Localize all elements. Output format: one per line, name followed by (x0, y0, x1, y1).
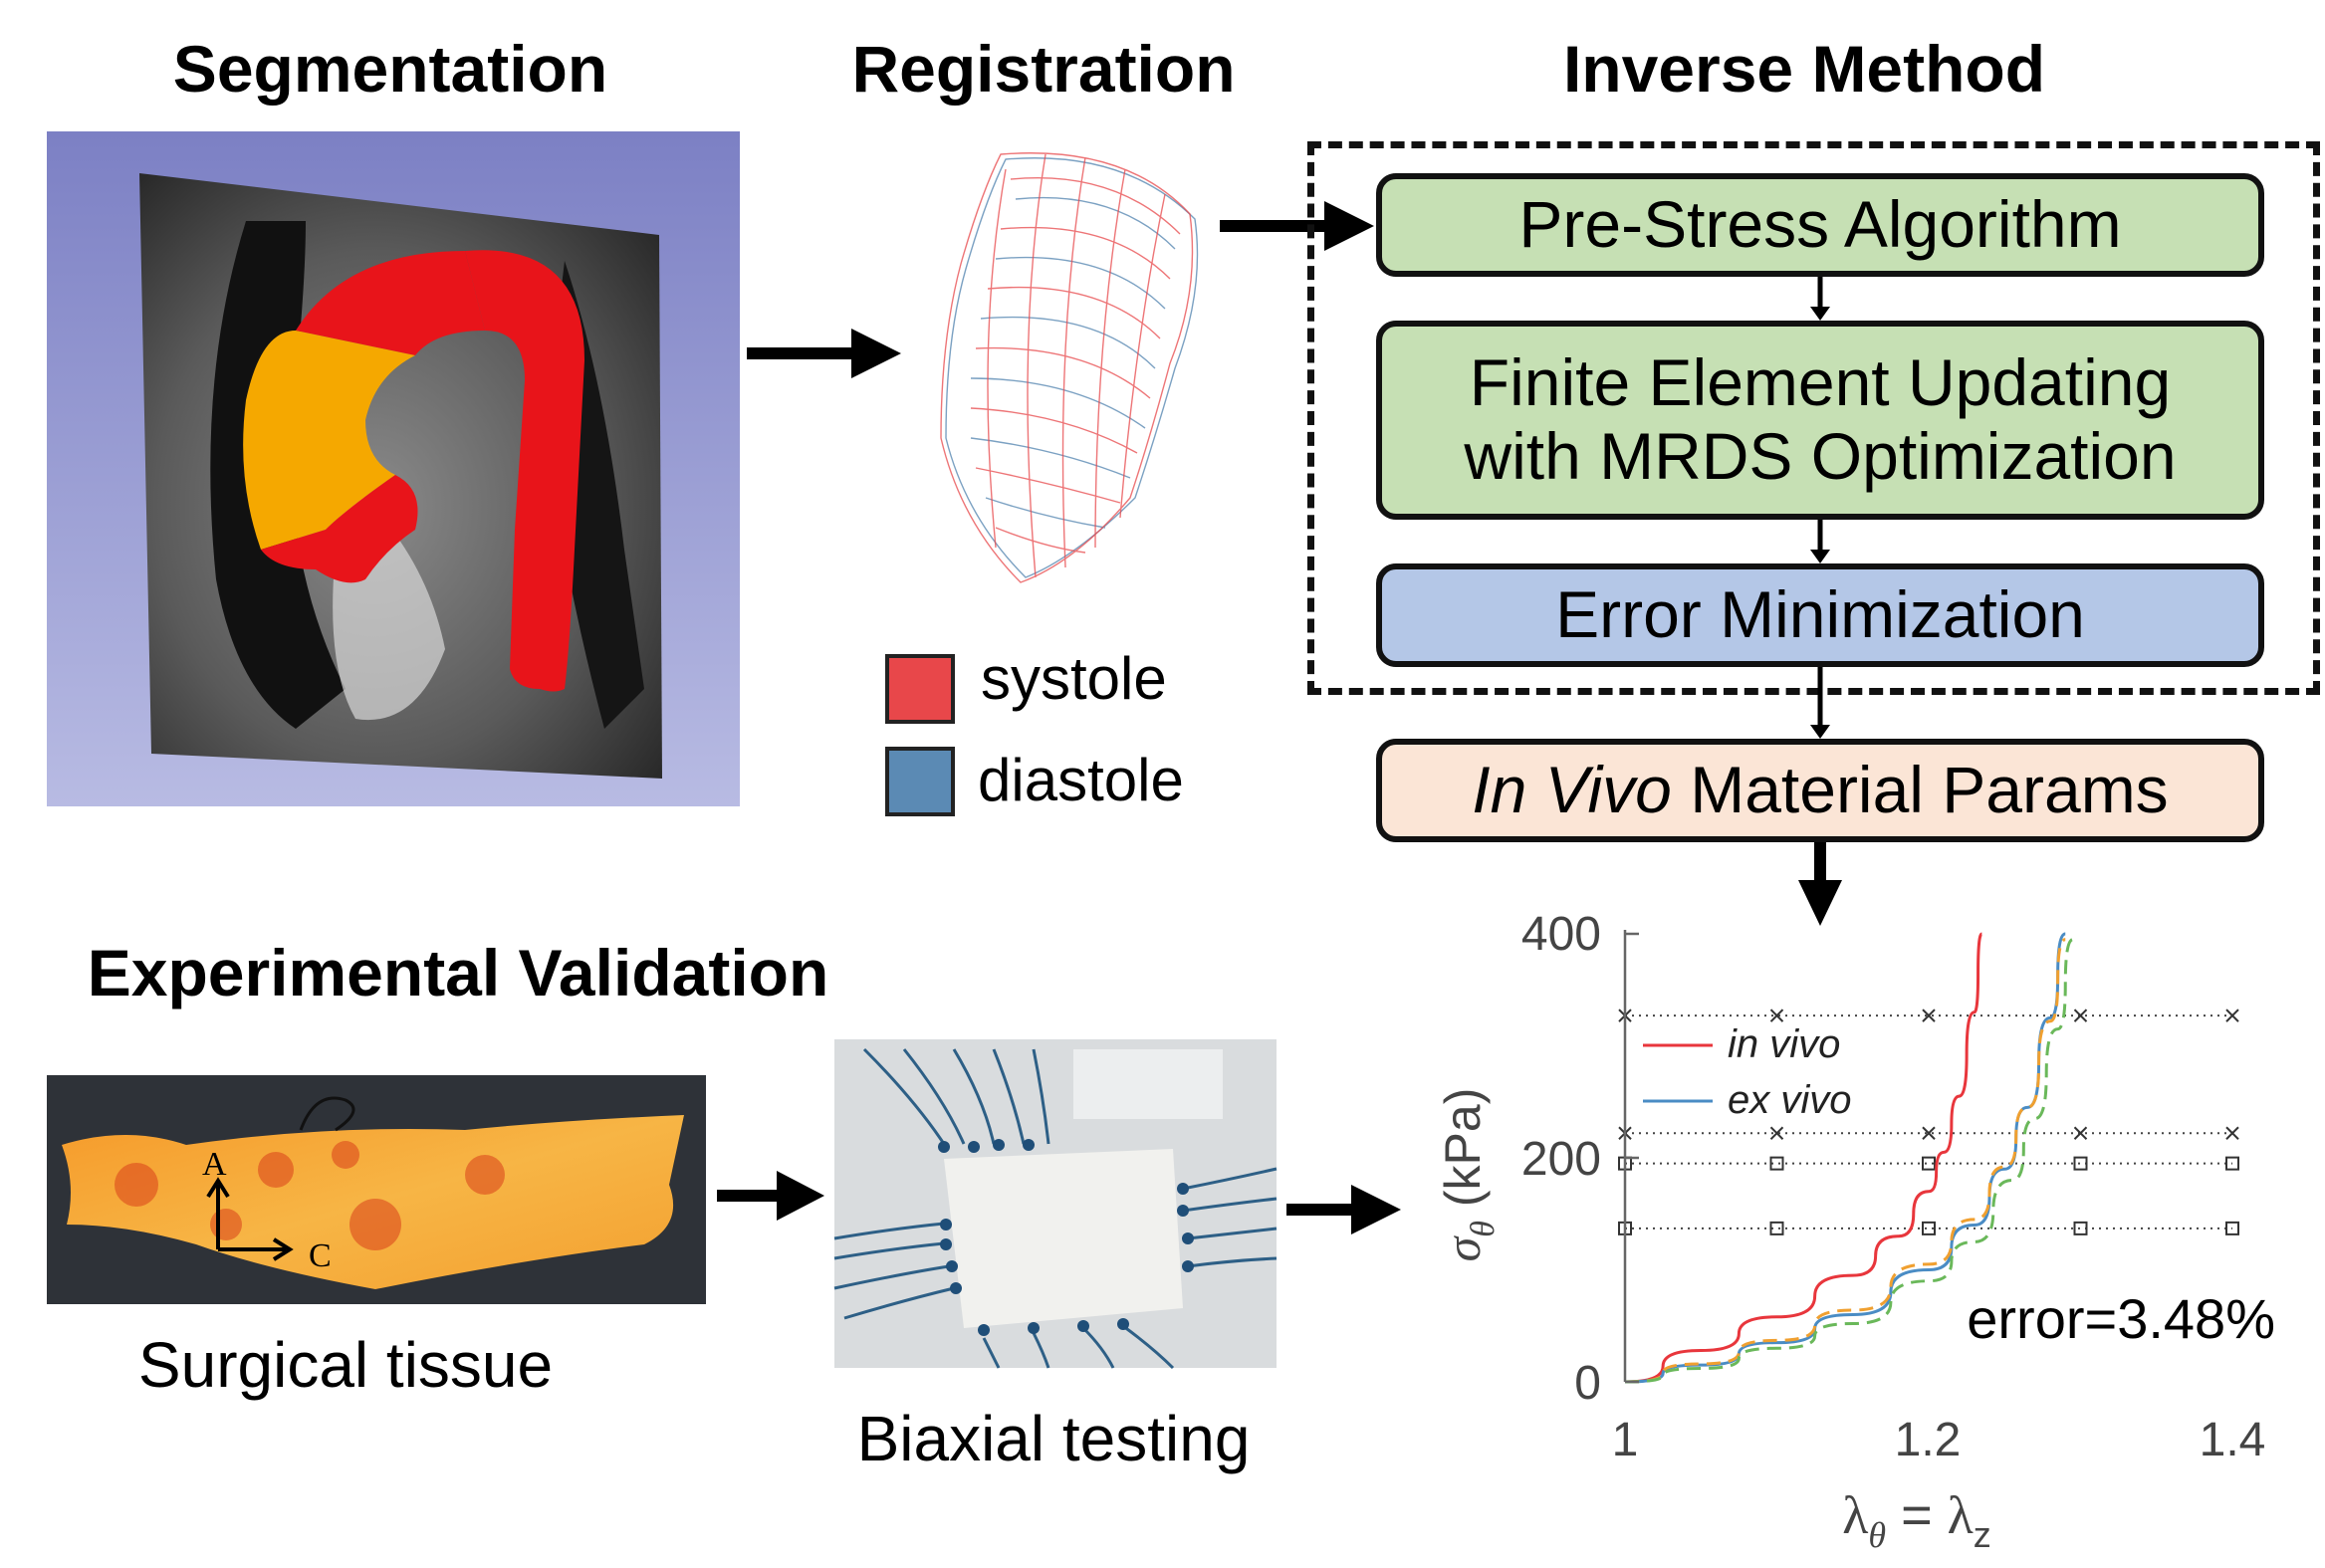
ref-marker-x (1769, 1126, 1784, 1140)
step-prestress-algorithm: Pre-Stress Algorithm (1376, 173, 2264, 277)
params-rest: Material Params (1671, 753, 2169, 827)
series-line-dashed-3 (1624, 938, 2074, 1384)
y-label-unit: (kPa) (1435, 1088, 1491, 1221)
flow-connectors (1798, 277, 1842, 926)
aorta-arch-orange (243, 331, 415, 550)
legend-label-diastole: diastole (978, 747, 1184, 813)
step-error-min-label: Error Minimization (1555, 577, 2085, 652)
x-label-theta: θ (1868, 1515, 1886, 1555)
ref-marker-square (1922, 1156, 1936, 1171)
ref-marker-x (1922, 1126, 1936, 1140)
ref-marker-x (2073, 1126, 2088, 1140)
chart-axes (1623, 930, 1639, 1384)
step-prestress-label: Pre-Stress Algorithm (1518, 187, 2122, 262)
x-label-lambda-z: λ (1948, 1485, 1974, 1545)
legend-swatch-diastole (885, 747, 955, 816)
arrow-biaxial-to-chart (1286, 1185, 1401, 1234)
y-tick-0: 0 (1574, 1357, 1601, 1410)
x-tick-1-2: 1.2 (1895, 1414, 1962, 1466)
y-axis-label: σθ (kPa) (1435, 1088, 1502, 1262)
legend-label-systole: systole (981, 645, 1167, 712)
chart-annotation-error: error=3.48% (1967, 1287, 2275, 1350)
aorta-arch-red (296, 251, 485, 355)
ref-marker-square (1922, 1221, 1936, 1235)
ref-marker-square (2073, 1156, 2088, 1171)
y-label-sigma: σ (1435, 1234, 1491, 1261)
ref-marker-square (2225, 1221, 2239, 1235)
x-tick-1-4: 1.4 (2200, 1414, 2266, 1466)
legend-swatch-systole (885, 654, 955, 724)
axis-label-c: C (309, 1237, 332, 1274)
y-tick-200: 200 (1521, 1133, 1601, 1186)
legend-text-ex-vivo: ex vivo (1728, 1078, 1852, 1122)
series-line-in-vivo (1624, 932, 1983, 1384)
ref-marker-x (2073, 1008, 2088, 1022)
ref-marker-x (1769, 1008, 1784, 1022)
registration-mesh (940, 152, 1199, 583)
ref-marker-x (2225, 1126, 2239, 1140)
step-feu-line2: with MRDS Optimization (1464, 419, 2177, 493)
x-label-eq: = (1886, 1485, 1948, 1545)
params-italic: In Vivo (1472, 753, 1672, 827)
chart-reference-lines (1618, 1008, 2239, 1235)
heading-segmentation: Segmentation (172, 32, 608, 106)
aorta-descending (465, 250, 584, 692)
y-label-theta: θ (1465, 1221, 1502, 1237)
axis-label-a: A (202, 1146, 227, 1183)
x-axis-label: λθ = λz (1842, 1485, 1991, 1555)
arrow-seg-to-reg (747, 329, 901, 378)
x-tick-1: 1 (1612, 1414, 1639, 1466)
step-in-vivo-params: In Vivo Material Params (1376, 739, 2264, 842)
aorta-root-red (261, 475, 418, 583)
caption-biaxial-testing: Biaxial testing (856, 1403, 1251, 1474)
surgical-tissue-image: A C (47, 1075, 706, 1304)
x-label-z: z (1974, 1514, 1991, 1555)
y-tick-400: 400 (1521, 908, 1601, 961)
ref-marker-square (1769, 1221, 1784, 1235)
step-finite-element-updating: Finite Element Updating with MRDS Optimi… (1376, 321, 2264, 520)
inverse-method-frame (1307, 141, 2320, 695)
chart-series-lines (1624, 932, 2074, 1384)
step-feu-line1: Finite Element Updating (1469, 345, 2172, 420)
segmentation-image (47, 131, 740, 806)
heading-experimental-validation: Experimental Validation (87, 936, 829, 1009)
caption-surgical-tissue: Surgical tissue (137, 1329, 554, 1401)
heading-inverse-method: Inverse Method (1562, 32, 2046, 106)
ref-marker-square (2225, 1156, 2239, 1171)
x-label-lambda-theta: λ (1842, 1485, 1868, 1545)
ref-marker-square (2073, 1221, 2088, 1235)
ref-marker-x (1922, 1008, 1936, 1022)
step-params-label: In Vivo Material Params (1472, 753, 2169, 827)
step-error-minimization: Error Minimization (1376, 563, 2264, 667)
ref-marker-square (1769, 1156, 1784, 1171)
heading-registration: Registration (851, 32, 1236, 106)
legend-text-in-vivo: in vivo (1728, 1022, 1840, 1066)
biaxial-testing-image (833, 1039, 1278, 1370)
arrow-tissue-to-biaxial (717, 1171, 824, 1221)
ref-marker-x (2225, 1008, 2239, 1022)
